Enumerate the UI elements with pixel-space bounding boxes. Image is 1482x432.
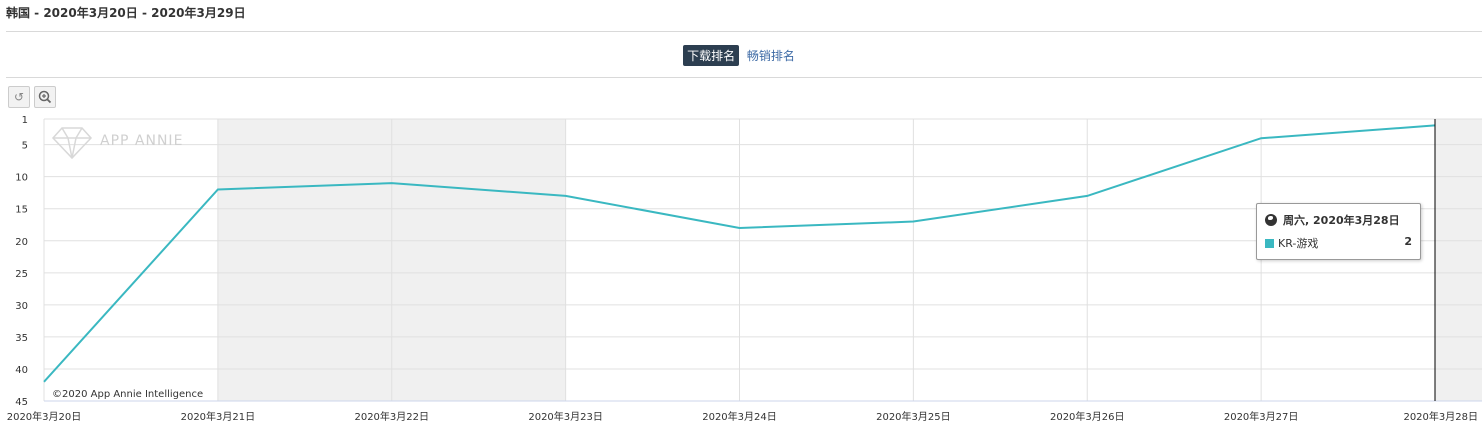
credit-text: ©2020 App Annie Intelligence bbox=[52, 389, 203, 400]
data-tooltip: 周六, 2020年3月28日 KR-游戏 2 bbox=[1256, 203, 1421, 260]
x-tick-label: 2020年3月27日 bbox=[1224, 410, 1299, 423]
tooltip-series-name: KR-游戏 bbox=[1278, 237, 1319, 250]
x-tick-label: 2020年3月24日 bbox=[702, 410, 777, 423]
x-tick-label: 2020年3月25日 bbox=[876, 410, 951, 423]
page-title: 韩国 - 2020年3月20日 - 2020年3月29日 bbox=[6, 6, 246, 20]
y-tick-label: 5 bbox=[22, 141, 28, 152]
tooltip-header: 周六, 2020年3月28日 bbox=[1265, 212, 1400, 228]
watermark: APP ANNIE bbox=[51, 127, 183, 160]
x-tick-label: 2020年3月28日 bbox=[1403, 410, 1478, 423]
x-tick-label: 2020年3月22日 bbox=[354, 410, 429, 423]
header-divider bbox=[6, 31, 1482, 32]
y-tick-label: 45 bbox=[15, 397, 28, 408]
y-tick-label: 30 bbox=[15, 301, 28, 312]
diamond-icon bbox=[51, 127, 93, 160]
weekend-band-1 bbox=[1435, 119, 1482, 401]
x-tick-label: 2020年3月21日 bbox=[181, 410, 256, 423]
watermark-text: APP ANNIE bbox=[100, 133, 183, 149]
y-tick-label: 35 bbox=[15, 333, 28, 344]
x-tick-label: 2020年3月26日 bbox=[1050, 410, 1125, 423]
tooltip-date: 周六, 2020年3月28日 bbox=[1283, 214, 1400, 227]
x-tick-label: 2020年3月20日 bbox=[7, 410, 82, 423]
y-tick-label: 25 bbox=[15, 269, 28, 280]
y-tick-label: 10 bbox=[15, 173, 28, 184]
rank-tabs: 下载排名 畅销排名 bbox=[0, 45, 1482, 66]
x-tick-label: 2020年3月23日 bbox=[528, 410, 603, 423]
zoom-button[interactable] bbox=[34, 86, 56, 108]
tab-download-rank[interactable]: 下载排名 bbox=[683, 45, 740, 66]
tooltip-value: 2 bbox=[1404, 235, 1412, 248]
y-tick-label: 15 bbox=[15, 205, 28, 216]
y-tick-label: 40 bbox=[15, 365, 28, 376]
zoom-in-icon bbox=[38, 90, 52, 104]
tabs-divider bbox=[6, 77, 1482, 78]
tooltip-row: KR-游戏 2 bbox=[1265, 235, 1412, 251]
reset-zoom-button[interactable]: ↺ bbox=[8, 86, 30, 108]
tab-grossing-rank[interactable]: 畅销排名 bbox=[746, 49, 795, 63]
undo-icon: ↺ bbox=[13, 90, 25, 104]
series-swatch bbox=[1265, 239, 1274, 248]
y-tick-label: 1 bbox=[22, 115, 28, 126]
globe-icon bbox=[1265, 214, 1277, 226]
y-tick-label: 20 bbox=[15, 237, 28, 248]
